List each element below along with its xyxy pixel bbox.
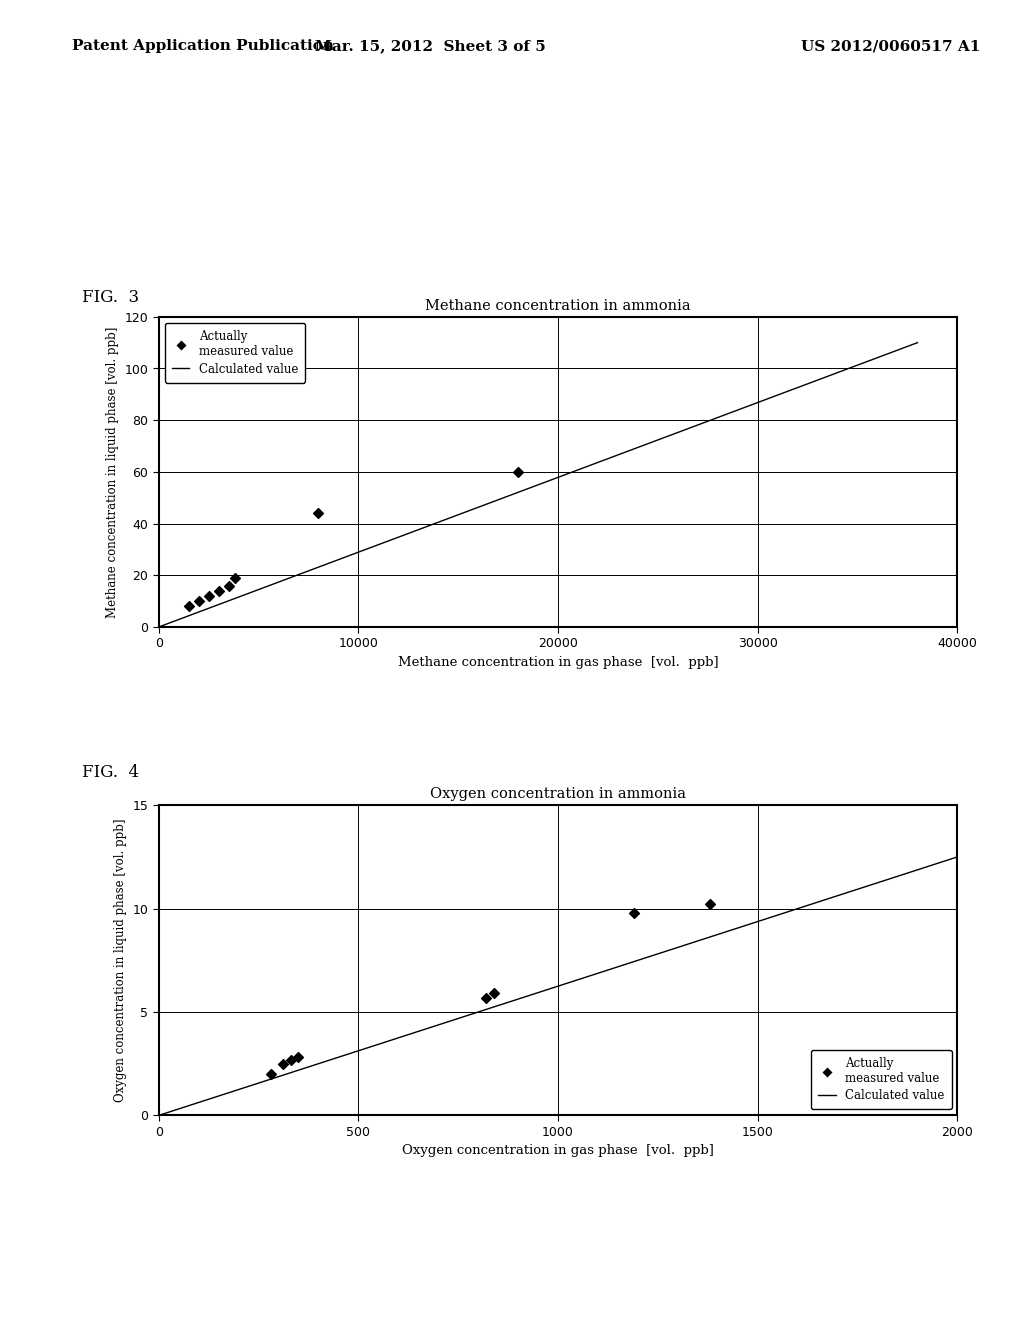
Point bbox=[201, 586, 217, 607]
Text: Mar. 15, 2012  Sheet 3 of 5: Mar. 15, 2012 Sheet 3 of 5 bbox=[314, 40, 546, 53]
Point bbox=[180, 595, 197, 616]
Y-axis label: Oxygen concentration in liquid phase [vol. ppb]: Oxygen concentration in liquid phase [vo… bbox=[114, 818, 127, 1102]
Point bbox=[283, 1049, 299, 1071]
Point bbox=[310, 503, 327, 524]
Point bbox=[701, 894, 718, 915]
Text: FIG.  4: FIG. 4 bbox=[82, 764, 139, 780]
Text: US 2012/0060517 A1: US 2012/0060517 A1 bbox=[801, 40, 981, 53]
X-axis label: Methane concentration in gas phase  [vol.  ppb]: Methane concentration in gas phase [vol.… bbox=[397, 656, 719, 669]
Point bbox=[262, 1064, 279, 1085]
Point bbox=[626, 902, 642, 923]
Text: Patent Application Publication: Patent Application Publication bbox=[72, 40, 334, 53]
Point bbox=[486, 983, 503, 1005]
Text: FIG.  3: FIG. 3 bbox=[82, 289, 139, 305]
Legend: Actually
measured value, Calculated value: Actually measured value, Calculated valu… bbox=[811, 1049, 951, 1110]
Point bbox=[510, 461, 526, 482]
Point bbox=[190, 590, 207, 611]
Title: Methane concentration in ammonia: Methane concentration in ammonia bbox=[425, 298, 691, 313]
Point bbox=[274, 1053, 291, 1074]
Title: Oxygen concentration in ammonia: Oxygen concentration in ammonia bbox=[430, 787, 686, 801]
Point bbox=[211, 581, 227, 602]
Y-axis label: Methane concentration in liquid phase [vol. ppb]: Methane concentration in liquid phase [v… bbox=[105, 326, 119, 618]
X-axis label: Oxygen concentration in gas phase  [vol.  ppb]: Oxygen concentration in gas phase [vol. … bbox=[402, 1144, 714, 1158]
Legend: Actually
measured value, Calculated value: Actually measured value, Calculated valu… bbox=[165, 322, 305, 383]
Point bbox=[291, 1047, 307, 1068]
Point bbox=[226, 568, 243, 589]
Point bbox=[220, 576, 237, 597]
Point bbox=[478, 987, 495, 1008]
